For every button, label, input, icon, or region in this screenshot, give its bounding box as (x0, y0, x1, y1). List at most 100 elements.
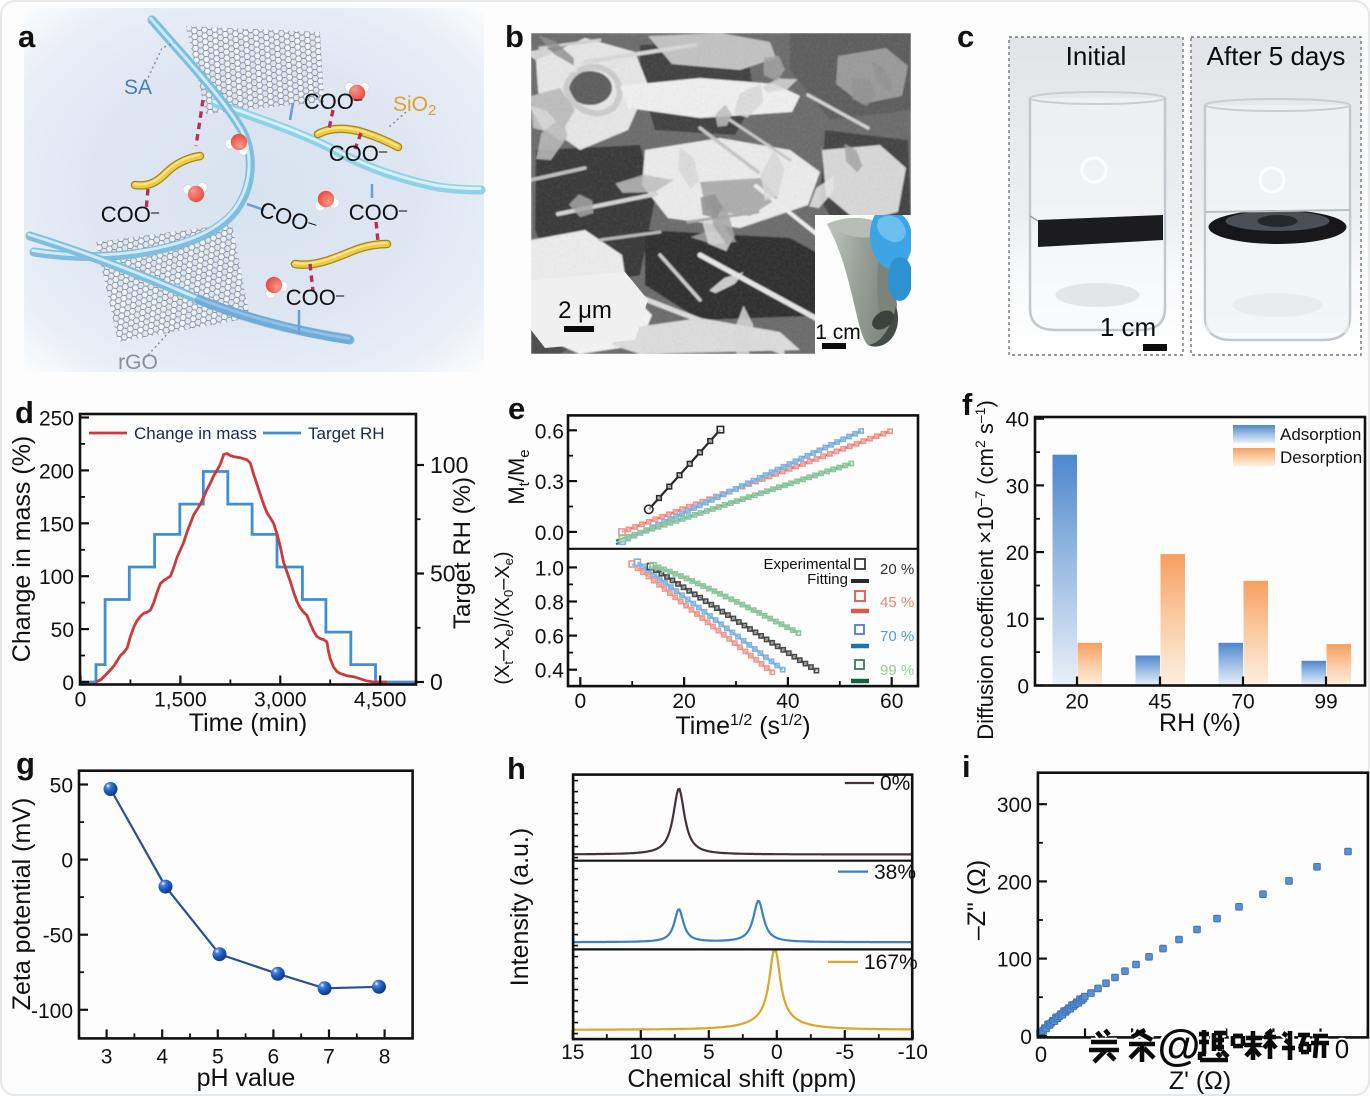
svg-text:0: 0 (1017, 676, 1029, 699)
svg-text:(Xt–Xe)/(X0–Xe): (Xt–Xe)/(X0–Xe) (492, 551, 516, 684)
svg-text:45 %: 45 % (880, 594, 914, 611)
svg-text:1 cm: 1 cm (1100, 312, 1156, 342)
svg-text:167%: 167% (864, 951, 918, 974)
svg-text:g: g (16, 746, 35, 781)
svg-text:After 5 days: After 5 days (1207, 41, 1346, 71)
svg-text:20: 20 (672, 690, 695, 713)
svg-text:99 %: 99 % (880, 662, 914, 679)
svg-text:0.6: 0.6 (535, 420, 564, 443)
svg-text:COO–: COO– (101, 202, 160, 227)
svg-text:99: 99 (1314, 691, 1337, 714)
svg-text:38%: 38% (874, 861, 916, 884)
svg-text:a: a (18, 19, 36, 54)
svg-text:h: h (507, 751, 526, 786)
svg-text:-10: -10 (898, 1041, 928, 1064)
svg-text:0: 0 (1020, 1026, 1032, 1049)
svg-text:Chemical shift (ppm): Chemical shift (ppm) (627, 1065, 856, 1093)
svg-text:4: 4 (156, 1045, 168, 1068)
svg-text:Diffusion coefficient ×10–7 (c: Diffusion coefficient ×10–7 (cm2 s–1) (972, 400, 998, 740)
svg-text:Z' (Ω): Z' (Ω) (1169, 1067, 1231, 1095)
svg-text:20: 20 (1006, 542, 1029, 565)
svg-text:50: 50 (430, 561, 456, 587)
svg-text:–Z" (Ω): –Z" (Ω) (963, 860, 991, 940)
svg-text:Mt/Me: Mt/Me (504, 449, 533, 504)
svg-text:0.0: 0.0 (535, 522, 564, 545)
svg-text:0%: 0% (880, 772, 910, 795)
svg-text:60: 60 (880, 690, 903, 713)
svg-text:0: 0 (771, 1041, 783, 1064)
svg-text:b: b (505, 19, 524, 54)
svg-text:Change in mass (%): Change in mass (%) (8, 436, 36, 662)
svg-text:70: 70 (1231, 691, 1254, 714)
svg-text:20 %: 20 % (880, 561, 914, 578)
svg-text:5: 5 (212, 1045, 224, 1068)
svg-text:30: 30 (1006, 475, 1029, 498)
svg-text:0: 0 (75, 689, 87, 712)
svg-text:@: @ (1158, 1021, 1201, 1070)
svg-text:200: 200 (997, 871, 1032, 894)
svg-text:8: 8 (379, 1045, 391, 1068)
svg-text:pH value: pH value (197, 1064, 296, 1092)
svg-text:200: 200 (39, 460, 74, 483)
svg-text:e: e (508, 391, 525, 426)
svg-text:100: 100 (430, 452, 468, 478)
svg-text:40: 40 (1006, 409, 1029, 432)
svg-text:100: 100 (997, 949, 1032, 972)
svg-text:-50: -50 (43, 925, 73, 948)
svg-text:5: 5 (703, 1041, 715, 1064)
svg-text:COO–: COO– (286, 285, 345, 310)
svg-text:0: 0 (61, 850, 73, 873)
svg-text:RH (%): RH (%) (1159, 709, 1241, 737)
svg-text:4,500: 4,500 (354, 689, 407, 712)
svg-text:Initial: Initial (1066, 41, 1127, 71)
svg-text:COO–: COO– (304, 89, 363, 114)
svg-text:1,500: 1,500 (154, 689, 207, 712)
svg-text:Fitting: Fitting (807, 571, 848, 588)
svg-text:Target RH (%): Target RH (%) (449, 477, 476, 629)
svg-text:1.0: 1.0 (535, 557, 564, 580)
svg-text:0: 0 (1035, 1042, 1047, 1067)
svg-text:3,000: 3,000 (254, 689, 307, 712)
svg-text:7: 7 (323, 1045, 335, 1068)
svg-text:rGO: rGO (118, 351, 158, 374)
svg-text:100: 100 (39, 566, 74, 589)
svg-text:-100: -100 (31, 1000, 73, 1023)
svg-text:i: i (962, 749, 971, 784)
svg-text:250: 250 (39, 408, 74, 431)
svg-text:d: d (15, 395, 34, 430)
svg-text:Adsorption: Adsorption (1280, 425, 1361, 444)
svg-text:0: 0 (1335, 1034, 1349, 1064)
svg-text:3: 3 (101, 1045, 113, 1068)
svg-text:SA: SA (124, 76, 152, 99)
svg-text:c: c (957, 19, 974, 54)
svg-text:0: 0 (62, 672, 74, 695)
svg-text:0.3: 0.3 (535, 471, 564, 494)
svg-text:0.6: 0.6 (535, 626, 564, 649)
svg-text:COO–: COO– (329, 141, 388, 166)
svg-text:15: 15 (561, 1041, 584, 1064)
svg-text:Target RH: Target RH (308, 424, 385, 443)
svg-text:Intensity (a.u.): Intensity (a.u.) (506, 828, 534, 986)
svg-text:2 μm: 2 μm (558, 297, 612, 324)
svg-text:Change in mass: Change in mass (134, 424, 257, 443)
svg-text:10: 10 (629, 1041, 652, 1064)
svg-text:50: 50 (51, 619, 74, 642)
svg-text:0.4: 0.4 (535, 660, 565, 683)
svg-text:50: 50 (50, 775, 73, 798)
svg-text:70 %: 70 % (880, 628, 914, 645)
svg-text:Experimental: Experimental (763, 556, 851, 573)
svg-text:6: 6 (268, 1045, 280, 1068)
svg-text:150: 150 (39, 513, 74, 536)
svg-text:0.8: 0.8 (535, 592, 564, 615)
svg-text:20: 20 (1065, 691, 1088, 714)
svg-text:-5: -5 (835, 1041, 854, 1064)
svg-text:0: 0 (430, 669, 443, 695)
svg-text:Zeta potential (mV): Zeta potential (mV) (8, 798, 36, 1011)
svg-text:0: 0 (574, 690, 586, 713)
svg-text:f: f (962, 387, 973, 422)
svg-text:45: 45 (1148, 691, 1171, 714)
svg-text:1 cm: 1 cm (815, 321, 861, 344)
svg-text:Time1/2 (s1/2): Time1/2 (s1/2) (675, 712, 810, 740)
svg-text:COO–: COO– (349, 200, 408, 225)
svg-text:Time (min): Time (min) (189, 709, 308, 737)
